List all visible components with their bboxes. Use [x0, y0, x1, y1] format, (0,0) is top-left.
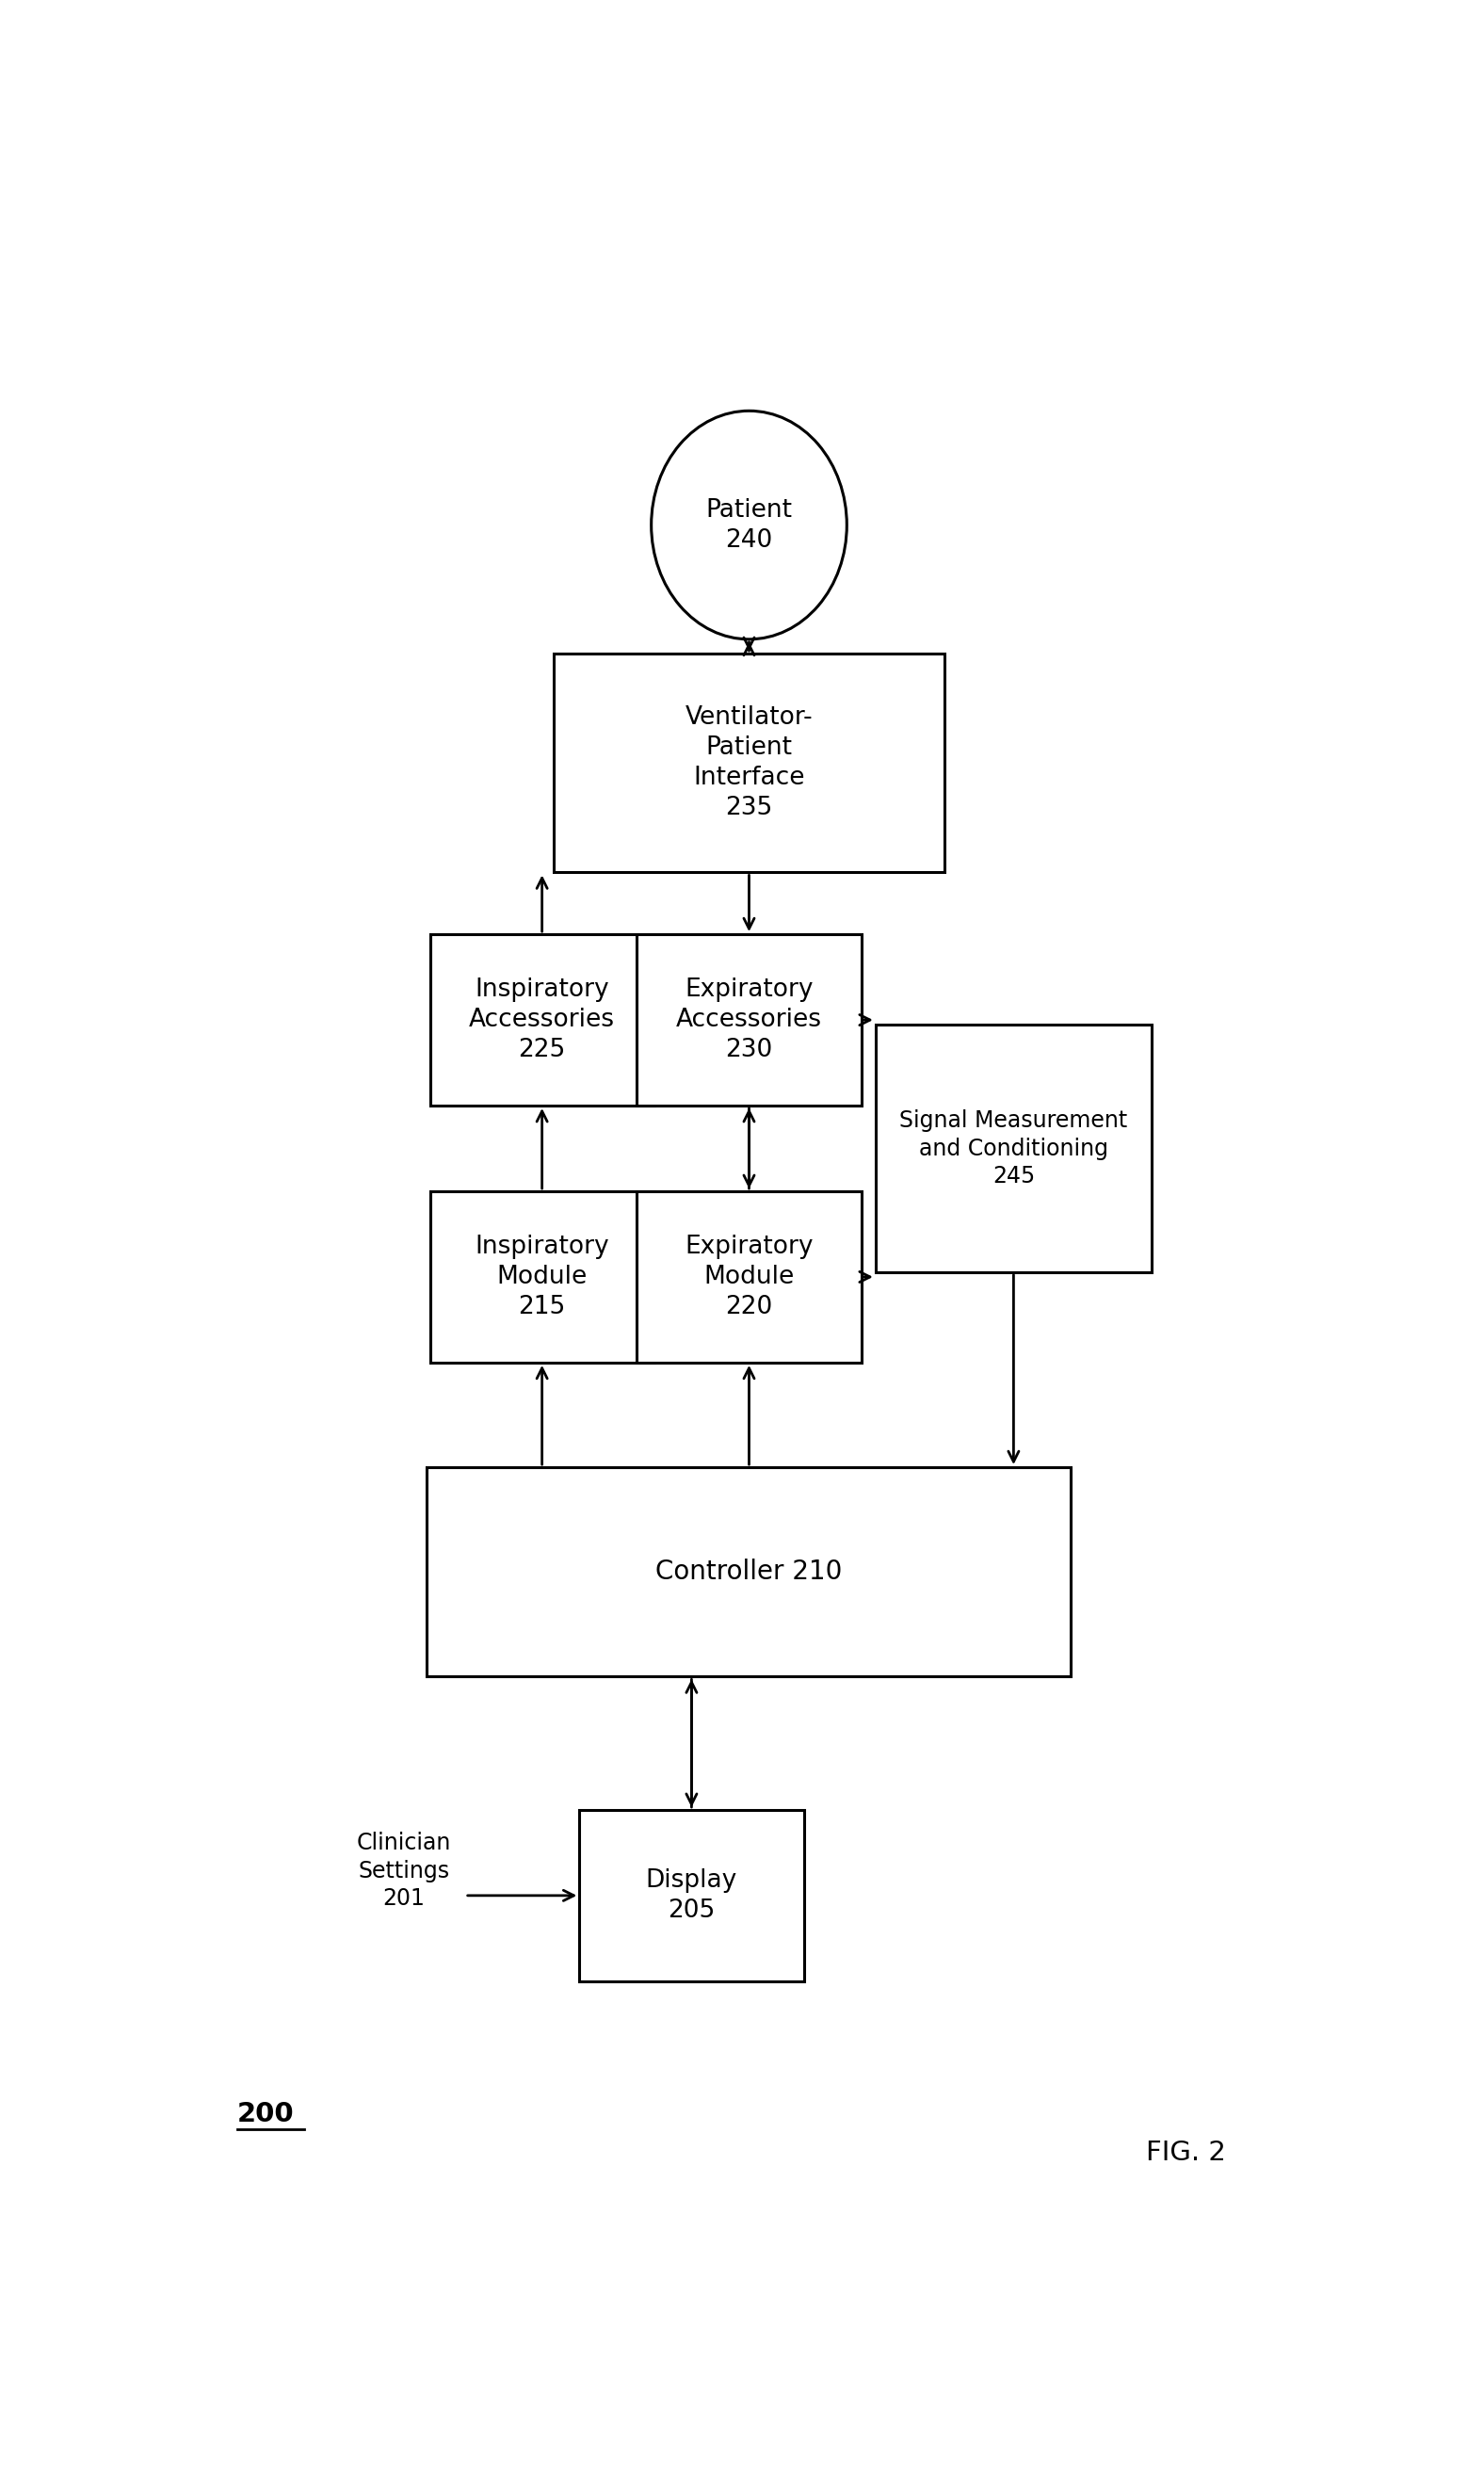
FancyBboxPatch shape [637, 1192, 861, 1362]
FancyBboxPatch shape [637, 934, 861, 1105]
Text: Controller 210: Controller 210 [656, 1560, 843, 1585]
Text: Expiratory
Module
220: Expiratory Module 220 [684, 1234, 813, 1320]
Text: Clinician
Settings
201: Clinician Settings 201 [356, 1832, 451, 1911]
FancyBboxPatch shape [430, 934, 654, 1105]
Text: Display
205: Display 205 [646, 1869, 738, 1923]
Text: Signal Measurement
and Conditioning
245: Signal Measurement and Conditioning 245 [899, 1110, 1128, 1187]
FancyBboxPatch shape [430, 1192, 654, 1362]
FancyBboxPatch shape [427, 1468, 1071, 1676]
Text: Inspiratory
Module
215: Inspiratory Module 215 [475, 1234, 608, 1320]
Text: FIG. 2: FIG. 2 [1146, 2138, 1226, 2165]
Text: Expiratory
Accessories
230: Expiratory Accessories 230 [677, 976, 822, 1063]
Text: Patient
240: Patient 240 [706, 497, 792, 551]
FancyBboxPatch shape [579, 1810, 804, 1980]
Ellipse shape [651, 410, 847, 640]
Text: Inspiratory
Accessories
225: Inspiratory Accessories 225 [469, 976, 614, 1063]
Text: Ventilator-
Patient
Interface
235: Ventilator- Patient Interface 235 [686, 705, 813, 821]
FancyBboxPatch shape [554, 653, 944, 873]
FancyBboxPatch shape [876, 1026, 1152, 1273]
Text: 200: 200 [237, 2101, 294, 2128]
